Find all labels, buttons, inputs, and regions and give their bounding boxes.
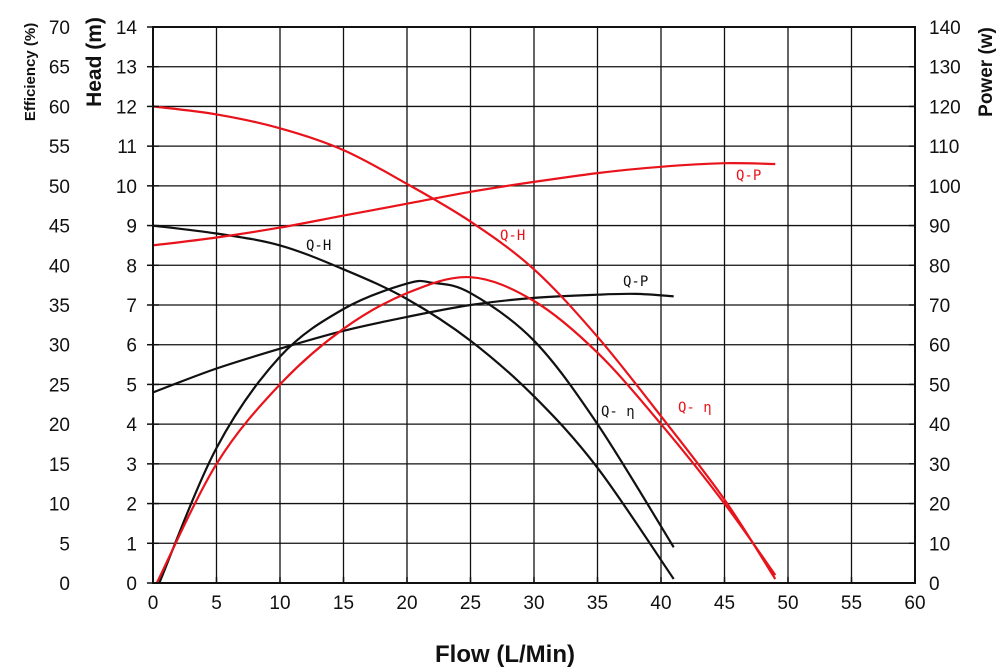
power-tick-label: 10 xyxy=(929,534,950,555)
head-tick-label: 10 xyxy=(116,177,137,198)
efficiency-tick-label: 40 xyxy=(49,256,70,277)
head-tick-label: 13 xyxy=(116,58,137,79)
head-tick-label: 12 xyxy=(116,97,137,118)
power-tick-label: 110 xyxy=(929,137,959,158)
x-tick-label: 50 xyxy=(777,593,798,614)
efficiency-tick-label: 20 xyxy=(49,415,70,436)
x-tick-label: 15 xyxy=(333,593,354,614)
label-red-q-eta: Q- η xyxy=(678,400,712,416)
x-tick-label: 0 xyxy=(148,593,159,614)
curves xyxy=(152,105,777,584)
x-tick-label: 60 xyxy=(904,593,925,614)
efficiency-tick-label: 0 xyxy=(59,574,70,595)
head-tick-label: 9 xyxy=(126,217,137,238)
x-tick-label: 5 xyxy=(211,593,222,614)
grid-lines xyxy=(152,26,916,584)
x-tick-label: 25 xyxy=(460,593,481,614)
power-tick-label: 130 xyxy=(929,58,961,79)
x-tick-label: 10 xyxy=(269,593,290,614)
efficiency-tick-label: 25 xyxy=(49,375,70,396)
efficiency-tick-label: 10 xyxy=(49,495,70,516)
x-tick-label: 20 xyxy=(396,593,417,614)
power-tick-label: 80 xyxy=(929,256,950,277)
power-tick-label: 50 xyxy=(929,375,950,396)
red-q-p-curve xyxy=(152,162,776,247)
label-black-q-eta: Q- η xyxy=(601,404,635,420)
power-tick-label: 40 xyxy=(929,415,950,436)
power-tick-label: 30 xyxy=(929,455,950,476)
power-tick-label: 140 xyxy=(929,18,961,39)
label-black-q-h: Q-H xyxy=(306,238,331,254)
red-q-curve xyxy=(155,276,777,584)
efficiency-tick-label: 65 xyxy=(49,58,70,79)
power-tick-label: 120 xyxy=(929,97,961,118)
x-axis-title: Flow (L/Min) xyxy=(435,641,575,668)
x-tick-label: 45 xyxy=(714,593,735,614)
head-tick-label: 7 xyxy=(126,296,137,317)
head-tick-label: 1 xyxy=(126,534,137,555)
head-tick-label: 14 xyxy=(116,18,138,39)
head-tick-label: 11 xyxy=(117,137,137,158)
power-tick-label: 20 xyxy=(929,495,950,516)
power-tick-label: 90 xyxy=(929,217,950,238)
efficiency-tick-label: 55 xyxy=(49,137,70,158)
label-red-q-h: Q-H xyxy=(500,228,525,244)
head-tick-label: 0 xyxy=(126,574,137,595)
efficiency-tick-label: 5 xyxy=(59,534,70,555)
efficiency-tick-label: 35 xyxy=(49,296,70,317)
head-tick-label: 2 xyxy=(126,495,137,516)
efficiency-tick-label: 60 xyxy=(49,97,70,118)
head-tick-label: 5 xyxy=(126,375,137,396)
head-tick-label: 4 xyxy=(126,415,137,436)
x-tick-label: 35 xyxy=(587,593,608,614)
power-tick-label: 60 xyxy=(929,336,950,357)
black-q-curve xyxy=(158,279,675,584)
efficiency-tick-label: 30 xyxy=(49,336,70,357)
red-q-h-curve xyxy=(152,105,777,580)
head-axis-title: Head (m) xyxy=(83,17,106,107)
x-tick-label: 55 xyxy=(841,593,862,614)
label-black-q-p: Q-P xyxy=(623,274,648,290)
efficiency-axis-title: Efficiency (%) xyxy=(22,23,39,121)
tick-marks xyxy=(147,26,916,584)
label-red-q-p: Q-P xyxy=(736,168,761,184)
x-tick-label: 30 xyxy=(523,593,544,614)
head-tick-label: 8 xyxy=(126,256,137,277)
power-tick-label: 100 xyxy=(929,177,961,198)
power-tick-label: 0 xyxy=(929,574,940,595)
efficiency-tick-label: 70 xyxy=(49,18,70,39)
x-tick-label: 40 xyxy=(650,593,671,614)
head-tick-label: 3 xyxy=(126,455,137,476)
power-axis-title: Power (w) xyxy=(976,27,997,117)
efficiency-tick-label: 50 xyxy=(49,177,70,198)
black-q-p-curve xyxy=(152,292,674,394)
black-q-h-curve xyxy=(152,224,675,580)
efficiency-tick-label: 45 xyxy=(49,217,70,238)
efficiency-tick-label: 15 xyxy=(49,455,70,476)
head-tick-label: 6 xyxy=(126,336,137,357)
power-tick-label: 70 xyxy=(929,296,950,317)
